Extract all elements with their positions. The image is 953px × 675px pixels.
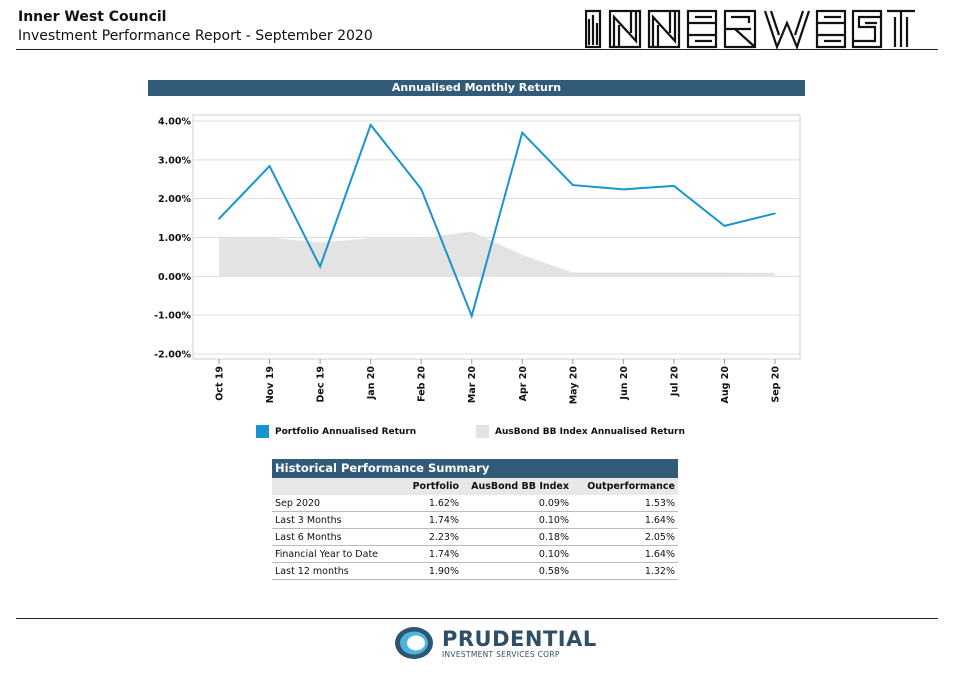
period-cell: Last 6 Months — [272, 528, 382, 546]
portfolio-cell: 1.74% — [382, 511, 462, 529]
portfolio-point — [723, 225, 726, 227]
report-subtitle: Investment Performance Report - Septembe… — [18, 28, 373, 44]
period-cell: Last 12 months — [272, 562, 382, 580]
table-row: Financial Year to Date 1.74% 0.10% 1.64% — [272, 545, 678, 563]
brand-name: PRUDENTIAL — [442, 626, 597, 651]
outperformance-cell: 1.53% — [572, 495, 678, 512]
outperformance-cell: 1.64% — [572, 511, 678, 529]
footer-rule — [16, 618, 938, 619]
table-row: Last 6 Months 2.23% 0.18% 2.05% — [272, 528, 678, 546]
legend-portfolio: Portfolio Annualised Return — [256, 425, 416, 438]
index-cell: 0.18% — [462, 528, 572, 546]
prudential-ring-icon — [395, 627, 433, 659]
outperformance-cell: 1.32% — [572, 562, 678, 580]
x-tick-label: Feb 20 — [417, 366, 428, 402]
x-tick-label: Aug 20 — [720, 366, 731, 404]
table-row: Last 12 months 1.90% 0.58% 1.32% — [272, 562, 678, 580]
portfolio-point — [521, 131, 524, 134]
portfolio-point — [268, 165, 271, 167]
portfolio-point — [622, 188, 625, 191]
portfolio-point — [369, 124, 372, 126]
y-tick-label: 4.00% — [158, 117, 191, 128]
x-tick-label: Sep 20 — [771, 366, 782, 403]
x-tick-label: Oct 19 — [215, 366, 226, 401]
portfolio-point — [218, 218, 220, 220]
portfolio-point — [470, 315, 473, 317]
summary-header-row: Portfolio AusBond BB Index Outperformanc… — [272, 478, 678, 495]
prudential-logo: PRUDENTIAL INVESTMENT SERVICES CORP — [392, 624, 597, 662]
col-header-outperformance: Outperformance — [572, 478, 678, 495]
org-name: Inner West Council — [18, 9, 167, 25]
x-tick-label: Nov 19 — [265, 366, 276, 403]
portfolio-cell: 1.90% — [382, 562, 462, 580]
index-cell: 0.58% — [462, 562, 572, 580]
inner-west-logo — [585, 9, 915, 49]
outperformance-cell: 2.05% — [572, 528, 678, 546]
portfolio-cell: 1.62% — [382, 495, 462, 512]
x-tick-label: Jul 20 — [669, 366, 680, 397]
y-tick-label: 0.00% — [158, 272, 191, 283]
y-tick-label: 2.00% — [158, 194, 191, 205]
legend-label-ausbond: AusBond BB Index Annualised Return — [495, 426, 685, 437]
summary-table: Portfolio AusBond BB Index Outperformanc… — [272, 478, 678, 580]
y-tick-label: 3.00% — [158, 155, 191, 166]
annualised-return-chart: 4.00% 3.00% 2.00% 1.00% 0.00% -1.00% -2.00% Oc… — [154, 114, 801, 405]
period-cell: Sep 2020 — [272, 495, 382, 512]
portfolio-cell: 1.74% — [382, 545, 462, 563]
legend-label-portfolio: Portfolio Annualised Return — [275, 426, 417, 437]
x-tick-label: Apr 20 — [518, 366, 529, 402]
y-tick-label: -1.00% — [154, 311, 191, 322]
portfolio-point — [673, 185, 675, 187]
ausbond-area — [219, 231, 775, 277]
table-row: Last 3 Months 1.74% 0.10% 1.64% — [272, 511, 678, 529]
index-cell: 0.09% — [462, 495, 572, 512]
summary-title: Historical Performance Summary — [272, 459, 678, 478]
legend-ausbond: AusBond BB Index Annualised Return — [476, 425, 685, 438]
header-rule — [16, 49, 938, 50]
index-cell: 0.10% — [462, 545, 572, 563]
y-tick-label: -2.00% — [154, 350, 191, 361]
outperformance-cell: 1.64% — [572, 545, 678, 563]
x-tick-label: Mar 20 — [467, 366, 478, 403]
portfolio-cell: 2.23% — [382, 528, 462, 546]
index-cell: 0.10% — [462, 511, 572, 529]
portfolio-line — [218, 122, 776, 320]
legend-swatch-ausbond — [476, 425, 489, 438]
y-tick-label: 1.00% — [158, 233, 191, 244]
period-cell: Last 3 Months — [272, 511, 382, 529]
period-cell: Financial Year to Date — [272, 545, 382, 563]
portfolio-point — [319, 265, 321, 268]
legend-swatch-portfolio — [256, 425, 269, 438]
x-tick-label: Jan 20 — [366, 366, 377, 401]
brand-subtitle: INVESTMENT SERVICES CORP — [442, 649, 560, 659]
col-header-portfolio: Portfolio — [382, 478, 462, 495]
portfolio-point — [572, 184, 574, 186]
portfolio-point — [774, 212, 776, 215]
x-tick-label: Dec 19 — [316, 366, 327, 403]
col-header-index: AusBond BB Index — [462, 478, 572, 495]
table-row: Sep 2020 1.62% 0.09% 1.53% — [272, 495, 678, 512]
x-tick-label: Jun 20 — [619, 366, 630, 401]
chart-section-title: Annualised Monthly Return — [148, 80, 805, 96]
x-tick-label: May 20 — [568, 366, 579, 405]
portfolio-point — [420, 188, 422, 190]
performance-summary: Historical Performance Summary Portfolio… — [272, 459, 678, 580]
col-header-period — [272, 478, 382, 495]
